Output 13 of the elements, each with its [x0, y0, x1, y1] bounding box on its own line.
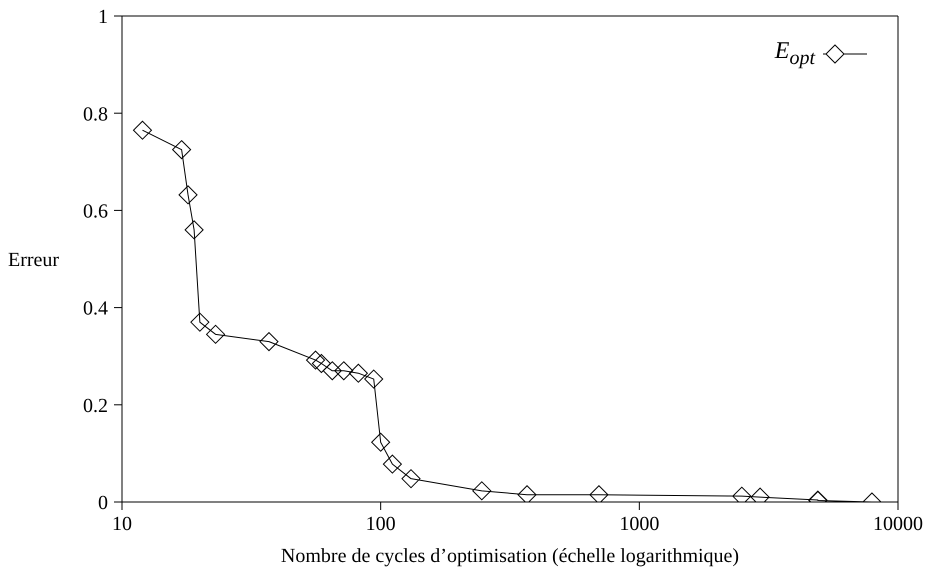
x-tick-label: 1000	[619, 513, 660, 536]
x-axis-title: Nombre de cycles d’optimisation (échelle logarithmique)	[280, 545, 740, 567]
y-tick-label: 1	[98, 6, 108, 28]
y-tick-label: 0.4	[83, 298, 108, 320]
y-tick-label: 0.6	[83, 200, 108, 222]
y-tick-label: 0.2	[83, 394, 108, 417]
legend-label: E$_{opt}$	[774, 38, 815, 70]
x-tick-label: 10	[112, 513, 132, 536]
y-tick-label: 0	[98, 492, 108, 514]
y-axis-title: Erreur	[8, 249, 60, 272]
x-tick-label: 10000	[873, 513, 923, 536]
y-tick-label: 0.8	[83, 103, 108, 126]
x-tick-label: 100	[366, 513, 396, 536]
